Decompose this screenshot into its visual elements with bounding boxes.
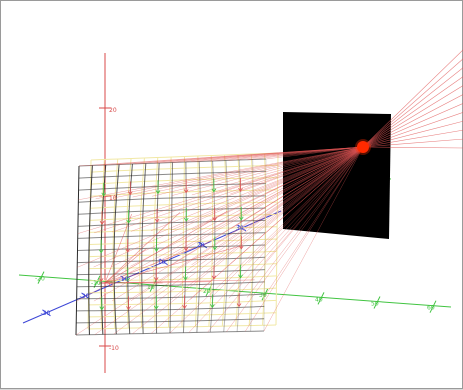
horizontal-tick-label: 30	[259, 292, 267, 299]
horizontal-tick-label: 20	[203, 288, 211, 295]
depth-tick-label: -30	[40, 310, 50, 317]
depth-tick-label: 30	[236, 225, 244, 232]
light-ray	[363, 67, 463, 147]
horizontal-tick-label: 40	[315, 296, 323, 303]
light-ray	[363, 49, 463, 147]
horizontal-tick-label: 10	[147, 284, 155, 291]
vertical-tick-label: 20	[109, 107, 117, 114]
light-ray	[363, 76, 463, 147]
light-ray	[76, 147, 363, 335]
depth-tick-label: -10	[119, 276, 129, 283]
vertical-tick-label: -10	[109, 345, 119, 352]
horizontal-tick-label: -10	[91, 280, 101, 287]
light-ray	[170, 147, 363, 333]
source-point	[357, 141, 369, 153]
depth-tick-label: 10	[158, 259, 166, 266]
depth-tick-label: 20	[197, 242, 205, 249]
horizontal-tick-label: 50	[371, 301, 379, 308]
horizontal-tick-label: -20	[35, 276, 45, 283]
depth-tick-label: -20	[80, 293, 90, 300]
vertical-tick-label: 10	[109, 195, 117, 202]
vertical-tick-label: 0	[109, 282, 113, 289]
horizontal-tick-label: 60	[427, 305, 435, 312]
red-point-source	[355, 139, 371, 155]
curved-grid-surface	[76, 153, 278, 335]
